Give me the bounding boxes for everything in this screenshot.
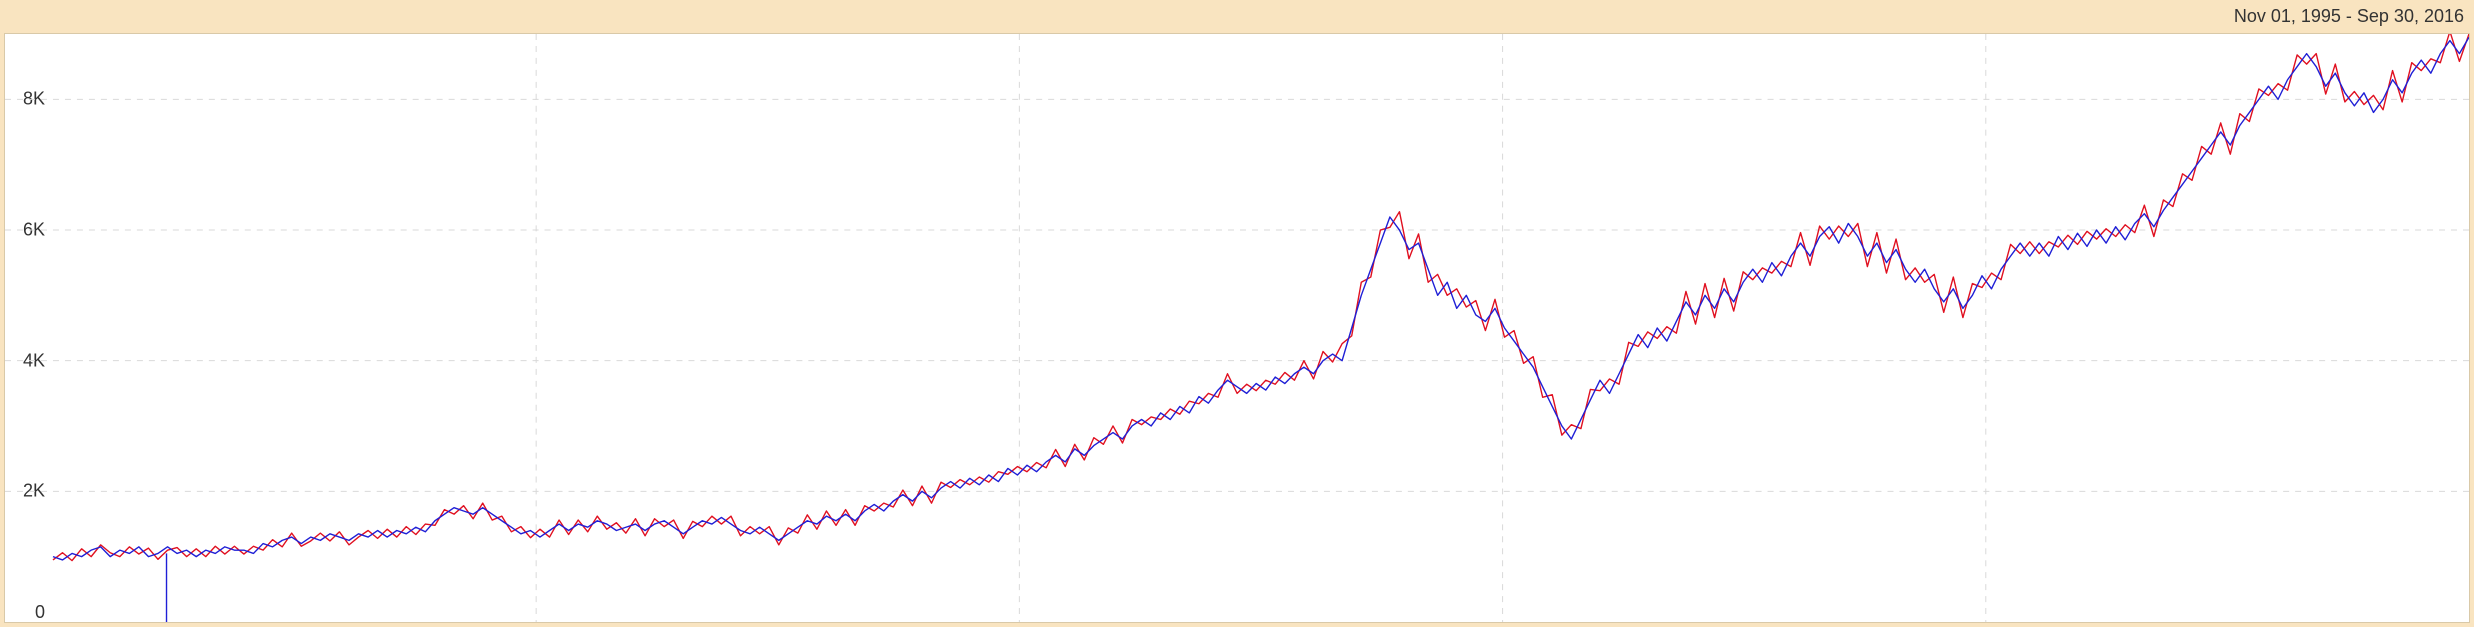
price-chart[interactable]: 02K4K6K8K (4, 33, 2470, 623)
date-range-label: Nov 01, 1995 - Sep 30, 2016 (4, 4, 2470, 33)
chart-container: Nov 01, 1995 - Sep 30, 2016 02K4K6K8K (0, 0, 2474, 627)
chart-plot-area (5, 34, 2469, 622)
